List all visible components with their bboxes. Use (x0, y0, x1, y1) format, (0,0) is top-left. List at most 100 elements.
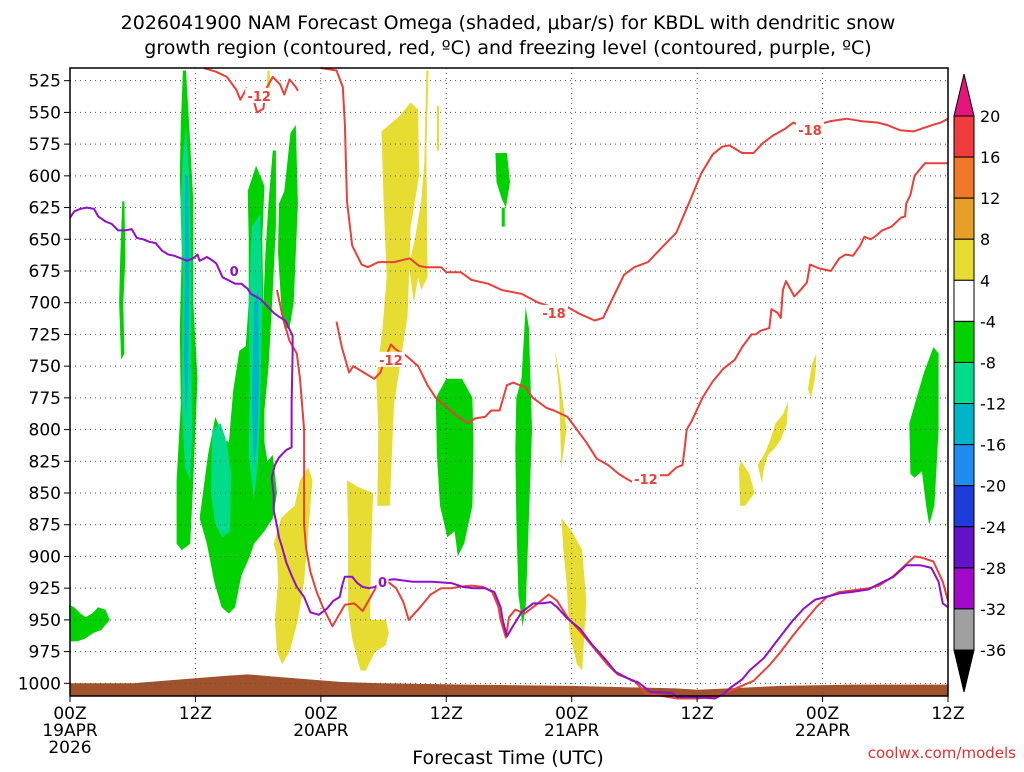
x-tick-label: 00Z (53, 704, 86, 724)
colorbar-bin (953, 526, 975, 569)
colorbar-bin (953, 567, 975, 610)
omega-region (257, 150, 276, 411)
omega-region (211, 423, 231, 538)
colorbar-label: -20 (980, 477, 1006, 496)
omega-region (561, 518, 587, 671)
x-tick-label: 00Z (806, 704, 839, 724)
y-tick-label: 575 (29, 135, 61, 155)
omega-region (119, 201, 126, 360)
omega-region (376, 102, 420, 506)
omega-region (273, 467, 313, 665)
freezing-level-contour-label: 0 (378, 576, 387, 591)
colorbar-label: 8 (980, 230, 990, 249)
colorbar-label: -16 (980, 436, 1006, 455)
colorbar-bin (953, 485, 975, 528)
colorbar-label: -4 (980, 312, 996, 331)
y-tick-label: 775 (29, 389, 61, 409)
colorbar-bin (953, 197, 975, 240)
x-tick-label: 12Z (179, 704, 212, 724)
freezing-level-contour-label: 0 (230, 265, 239, 280)
y-tick-label: 1000 (18, 674, 61, 694)
omega-region (555, 349, 567, 468)
colorbar-bin (953, 444, 975, 487)
y-tick-label: 850 (29, 484, 61, 504)
omega-region (739, 461, 755, 506)
colorbar-bin (953, 156, 975, 199)
credit-text: coolwx.com/models (868, 744, 1016, 762)
omega-region (436, 106, 439, 151)
y-tick-label: 925 (29, 579, 61, 599)
colorbar-label: -36 (980, 641, 1006, 660)
dgz-contour-label-background (796, 122, 825, 138)
colorbar-bin (953, 115, 975, 158)
omega-region (347, 480, 389, 671)
omega-region (183, 175, 190, 417)
colorbar-label: -28 (980, 559, 1006, 578)
omega-region (278, 125, 298, 329)
dgz-contour-label: -18 (798, 124, 822, 139)
x-tick-label: 12Z (681, 704, 714, 724)
y-tick-label: 900 (29, 547, 61, 567)
freezing-level-contour-label-background (376, 573, 389, 589)
omega-region (408, 70, 429, 303)
omega-region (501, 207, 505, 227)
y-tick-label: 675 (29, 262, 61, 282)
freezing-level-contour-line (69, 206, 949, 700)
x-tick-label: 00Z (304, 704, 337, 724)
x-tick-label: 22APR (795, 721, 851, 741)
colorbar-label: 16 (980, 148, 1000, 167)
colorbar-bin (953, 608, 975, 651)
dgz-contour-label-background (631, 471, 660, 487)
terrain-ground (70, 674, 948, 696)
chart-title-line-1: 2026041900 NAM Forecast Omega (shaded, μ… (121, 12, 896, 34)
dgz-contour-label: -18 (542, 307, 566, 322)
dgz-contour-label: -12 (247, 90, 271, 105)
colorbar-bin (953, 320, 975, 363)
colorbar: 20 16 12 8 4 -4 -8 -12 -16 -20 -24 -28 -32 -36 (953, 73, 1006, 693)
omega-region (515, 306, 532, 627)
colorbar-label: 4 (980, 271, 990, 290)
plot-area: -12 -18 -18 -12 -12 0 0 (69, 67, 949, 700)
dgz-contour-label: -12 (379, 354, 403, 369)
dgz-contour-label-background (376, 351, 405, 367)
omega-region (909, 347, 939, 525)
freezing-level-contour-label-background (228, 262, 241, 278)
y-tick-label: 800 (29, 421, 61, 441)
colorbar-bin (953, 361, 975, 405)
plot-frame (69, 67, 949, 697)
omega-region (251, 290, 260, 468)
dgz-contour-line (335, 162, 948, 486)
y-tick-label: 950 (29, 611, 61, 631)
colorbar-bin (953, 238, 975, 281)
omega-region (807, 353, 817, 398)
x-tick-label: 12Z (430, 704, 463, 724)
x-tick-label: 12Z (931, 704, 964, 724)
x-axis-label: Forecast Time (UTC) (412, 747, 603, 768)
x-tick-label: 19APR (42, 721, 98, 741)
omega-region (69, 604, 110, 642)
y-axis: 525 550 575 600 625 650 675 700 725 750 775 800 825 8… (18, 72, 70, 694)
colorbar-label: 20 (980, 107, 1000, 126)
colorbar-label: -24 (980, 518, 1006, 537)
y-tick-label: 875 (29, 516, 61, 536)
x-tick-label: 2026 (48, 738, 91, 758)
omega-region (495, 153, 510, 208)
x-tick-label: 00Z (555, 704, 588, 724)
dgz-contour-line (320, 67, 949, 322)
y-tick-label: 700 (29, 294, 61, 314)
colorbar-bin (953, 279, 975, 322)
y-tick-label: 975 (29, 643, 61, 663)
x-tick-label: 20APR (293, 721, 349, 741)
colorbar-top-cap (953, 73, 975, 117)
colorbar-label: -32 (980, 600, 1006, 619)
y-tick-label: 525 (29, 72, 61, 92)
x-tick-label: 21APR (544, 721, 600, 741)
colorbar-bottom-cap (953, 649, 975, 693)
dgz-contour-line (203, 67, 299, 114)
colorbar-bin (953, 403, 975, 446)
y-tick-label: 625 (29, 199, 61, 219)
chart-title-line-2: growth region (contoured, red, ºC) and f… (144, 37, 871, 59)
